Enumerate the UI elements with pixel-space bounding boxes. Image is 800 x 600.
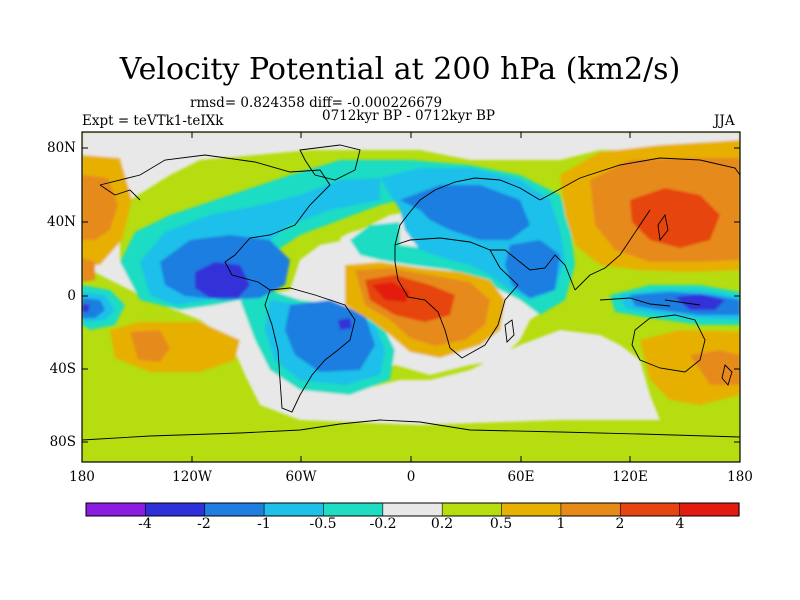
alaska-coast — [99, 184, 141, 201]
africa-coast — [394, 237, 519, 359]
asia-coast — [539, 157, 740, 291]
lon-tick-label: 180 — [69, 469, 95, 485]
lon-tick-label: 180 — [727, 469, 753, 485]
colorbar-swatch — [619, 502, 681, 517]
colorbar-swatch — [382, 502, 443, 517]
figure-title: Velocity Potential at 200 hPa (km2/s) — [119, 52, 681, 87]
experiment-label: Expt = teVTk1-teIXk — [82, 113, 224, 129]
colorbar-label: 1 — [556, 516, 566, 532]
colorbar-label: -4 — [138, 516, 152, 532]
lat-tick-label: 80N — [47, 140, 76, 156]
colorbar-swatch — [145, 502, 206, 517]
colorbar-label: 4 — [675, 516, 685, 532]
arabia-india-coast — [490, 249, 576, 291]
colorbar-label: 0.5 — [489, 516, 513, 532]
colorbar-swatch — [263, 502, 325, 517]
colorbar-swatch — [85, 502, 146, 517]
colorbar-label: -0.5 — [309, 516, 337, 532]
colorbar — [85, 502, 740, 517]
colorbar-swatch — [323, 502, 384, 517]
lat-tick-label: 40N — [47, 214, 76, 230]
lon-tick-label: 0 — [406, 469, 416, 485]
season-label: JJA — [714, 113, 735, 129]
stats-line: rmsd= 0.824358 diff= -0.000226679 — [190, 95, 443, 111]
greenland-coast — [299, 144, 361, 181]
colorbar-swatch — [501, 502, 562, 517]
south-america-coast — [264, 287, 356, 413]
lon-tick-label: 60E — [507, 469, 535, 485]
japan-coast — [657, 213, 669, 242]
indonesia-coast — [599, 297, 701, 307]
period-label: 0712kyr BP - 0712kyr BP — [322, 108, 495, 124]
lat-tick-label: 40S — [49, 361, 76, 377]
colorbar-swatch — [441, 502, 503, 517]
madagascar-coast — [504, 319, 515, 343]
europe-coast — [394, 177, 541, 246]
lat-tick-label: 0 — [67, 288, 76, 304]
antarctica-coast — [82, 419, 740, 441]
lon-tick-label: 60W — [285, 469, 317, 485]
colorbar-frame — [85, 502, 740, 517]
colorbar-label: -2 — [197, 516, 211, 532]
australia-coast — [631, 314, 706, 373]
colorbar-label: -1 — [257, 516, 271, 532]
north-america-coast — [99, 154, 331, 291]
coastlines — [82, 144, 740, 441]
colorbar-label: 0.2 — [430, 516, 454, 532]
colorbar-swatch — [679, 502, 740, 517]
new-zealand-coast — [721, 364, 733, 386]
colorbar-swatch — [204, 502, 265, 517]
lon-tick-label: 120E — [612, 469, 648, 485]
colorbar-swatch — [560, 502, 621, 517]
axis-ticks — [81, 132, 741, 462]
lon-tick-label: 120W — [172, 469, 212, 485]
lat-tick-label: 80S — [49, 434, 76, 450]
colorbar-label: -0.2 — [369, 516, 397, 532]
contour-field — [82, 132, 740, 462]
colorbar-label: 2 — [615, 516, 625, 532]
